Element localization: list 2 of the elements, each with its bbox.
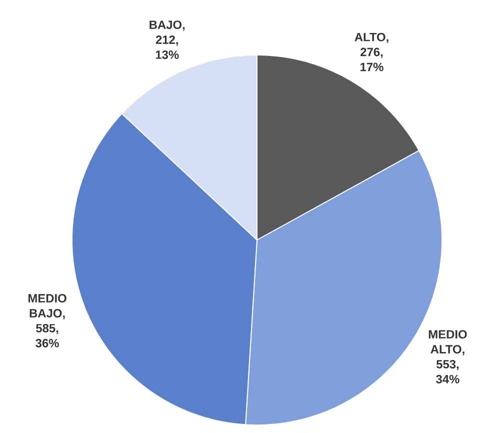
slice-label: ALTO (354, 32, 386, 42)
slice-label: BAJO (150, 20, 182, 30)
